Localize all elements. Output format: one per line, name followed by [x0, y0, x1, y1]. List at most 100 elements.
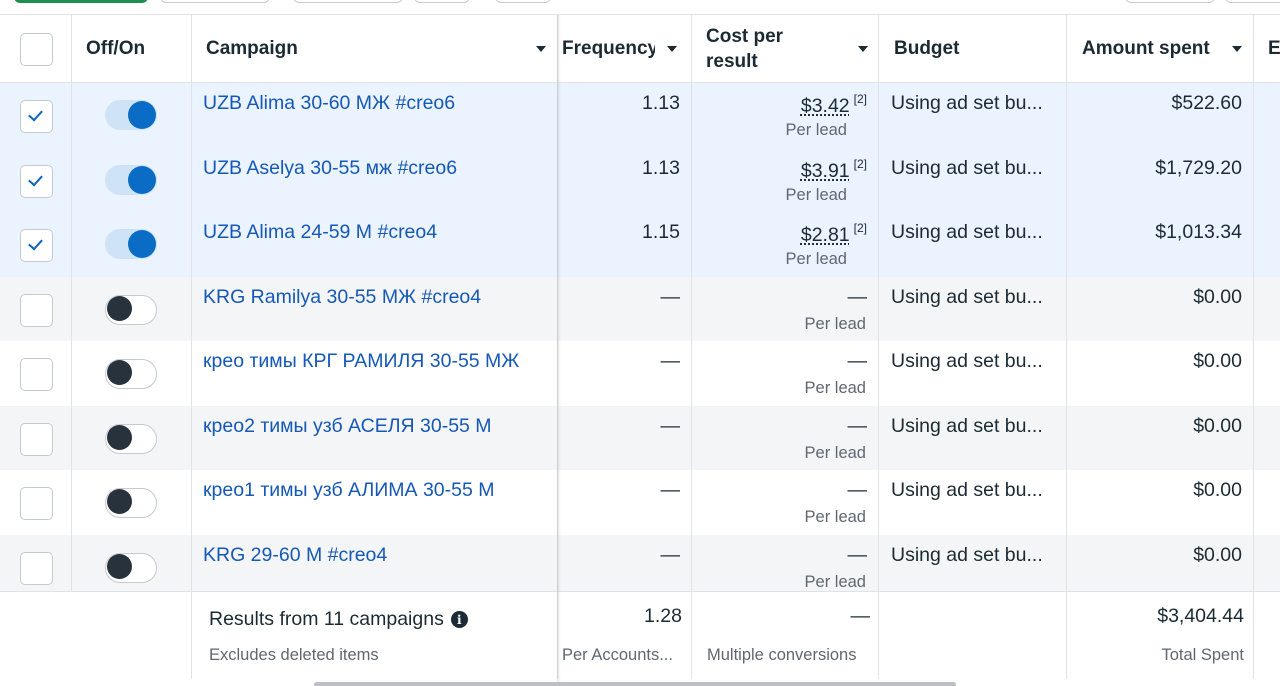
footer-frequency: 1.28	[644, 605, 682, 627]
toolbar-button[interactable]	[293, 0, 403, 3]
footnote-marker[interactable]: [2]	[853, 221, 867, 235]
table-row[interactable]: крео2 тимы узб АСЕЛЯ 30-55 М — — Per lead Us…	[0, 405, 1280, 470]
table-row[interactable]: KRG Ramilya 30-55 МЖ #creo4 — — Per lead Usi…	[0, 276, 1280, 341]
table-footer: Results from 11 campaigns i Excludes del…	[0, 591, 1280, 686]
cost-per-result-value: —	[847, 350, 868, 372]
campaign-name-link[interactable]: крео1 тимы узб АЛИМА 30-55 М	[203, 479, 495, 501]
amount-spent-value: $0.00	[1193, 350, 1242, 372]
frequency-value: —	[660, 350, 681, 372]
select-all-checkbox[interactable]	[19, 32, 53, 66]
per-lead-label: Per lead	[785, 250, 847, 268]
frequency-value: —	[660, 479, 681, 501]
header-campaign[interactable]: Campaign	[206, 15, 546, 83]
header-cost-label-1: Cost per	[706, 26, 784, 47]
footer-amount-sub: Total Spent	[1161, 646, 1244, 664]
frequency-value: 1.13	[642, 92, 680, 114]
header-cost-per-result[interactable]: Cost per result	[706, 15, 868, 83]
create-button[interactable]	[14, 0, 148, 3]
info-icon[interactable]: i	[450, 611, 468, 628]
cost-per-result-value: —	[847, 543, 868, 566]
amount-spent-value: $0.00	[1193, 414, 1242, 437]
table-row[interactable]: UZB Alima 30-60 МЖ #creo6 1.13 $3.42 [2] Per…	[0, 83, 1280, 148]
toolbar-button[interactable]	[1225, 0, 1280, 3]
footnote-marker[interactable]: [2]	[853, 92, 867, 106]
header-off-on: Off/On	[86, 15, 145, 83]
toolbar-button[interactable]	[495, 0, 551, 3]
table-row[interactable]: крео тимы КРГ РАМИЛЯ 30-55 МЖ — — Per lead U…	[0, 341, 1280, 406]
row-checkbox[interactable]	[20, 293, 53, 327]
toggle-knob	[107, 489, 132, 514]
row-checkbox[interactable]	[20, 164, 53, 198]
toggle-knob	[107, 295, 132, 321]
campaign-toggle[interactable]	[105, 552, 157, 583]
footer-cost-sub: Multiple conversions	[707, 646, 857, 664]
header-budget[interactable]: Budget	[894, 15, 959, 83]
header-budget-label: Budget	[894, 38, 960, 59]
campaign-toggle[interactable]	[105, 488, 157, 518]
sort-caret-icon[interactable]	[536, 46, 546, 52]
amount-spent-value: $0.00	[1193, 285, 1242, 308]
row-checkbox[interactable]	[20, 551, 53, 585]
header-amount-label: Amount spent	[1082, 38, 1210, 59]
table-row[interactable]: крео1 тимы узб АЛИМА 30-55 М — — Per lead Us…	[0, 470, 1280, 535]
budget-value: Using ad set bu...	[891, 350, 1043, 372]
horizontal-scrollbar[interactable]	[314, 682, 956, 686]
row-checkbox[interactable]	[20, 100, 53, 133]
toggle-knob	[107, 553, 132, 579]
column-divider	[1253, 15, 1254, 679]
row-checkbox[interactable]	[20, 422, 53, 456]
cost-per-result-value[interactable]: $2.81	[800, 224, 850, 246]
table-row[interactable]: UZB Aselya 30-55 мж #creo6 1.13 $3.91 [2] Pe…	[0, 147, 1280, 212]
toggle-knob	[107, 424, 132, 450]
header-frequency[interactable]: Frequency	[562, 15, 680, 83]
campaign-toggle[interactable]	[105, 100, 157, 130]
campaign-name-link[interactable]: крео2 тимы узб АСЕЛЯ 30-55 М	[203, 414, 492, 437]
campaign-name-link[interactable]: KRG Ramilya 30-55 МЖ #creo4	[203, 285, 482, 308]
frozen-column-shadow	[557, 15, 561, 686]
header-next-column[interactable]: E	[1268, 15, 1280, 83]
header-cost-label-2: result	[706, 51, 758, 72]
table-row[interactable]: UZB Alima 24-59 M #creo4 1.15 $2.81 [2] Per …	[0, 212, 1280, 277]
sort-caret-icon[interactable]	[667, 46, 677, 52]
footer-title-text: Results from 11 campaigns	[209, 608, 444, 630]
per-lead-label: Per lead	[785, 121, 847, 139]
footnote-marker[interactable]: [2]	[853, 156, 867, 171]
campaign-name-link[interactable]: UZB Alima 24-59 M #creo4	[203, 221, 438, 243]
per-lead-label: Per lead	[804, 379, 866, 397]
toolbar-button[interactable]	[160, 0, 270, 3]
amount-spent-value: $522.60	[1171, 92, 1243, 114]
frequency-value: 1.13	[642, 156, 680, 179]
cost-per-result-value[interactable]: $3.42	[800, 95, 850, 117]
campaign-toggle[interactable]	[105, 294, 157, 325]
table-header: Off/On Campaign Frequency Cost per resul…	[0, 15, 1280, 83]
campaign-name-link[interactable]: KRG 29-60 M #creo4	[203, 543, 388, 566]
toolbar-button[interactable]	[414, 0, 470, 3]
campaign-name-link[interactable]: UZB Alima 30-60 МЖ #creo6	[203, 92, 456, 114]
cost-per-result-value[interactable]: $3.91	[800, 159, 850, 182]
amount-spent-value: $0.00	[1193, 479, 1242, 501]
campaign-toggle[interactable]	[105, 229, 157, 259]
column-divider	[71, 15, 72, 591]
sort-caret-icon[interactable]	[858, 46, 868, 52]
budget-value: Using ad set bu...	[891, 543, 1043, 566]
toggle-knob	[128, 230, 156, 258]
row-checkbox[interactable]	[20, 229, 53, 262]
table-row[interactable]: KRG 29-60 M #creo4 — — Per lead Using ad set…	[0, 534, 1280, 599]
frequency-value: —	[660, 414, 681, 437]
budget-value: Using ad set bu...	[891, 221, 1043, 243]
campaign-name-link[interactable]: UZB Aselya 30-55 мж #creo6	[203, 156, 458, 179]
footer-cost: —	[850, 605, 871, 627]
toolbar-button[interactable]	[1125, 0, 1215, 3]
column-divider	[1066, 15, 1067, 679]
budget-value: Using ad set bu...	[891, 285, 1043, 308]
footer-subtitle: Excludes deleted items	[209, 646, 379, 664]
campaign-toggle[interactable]	[105, 423, 157, 454]
row-checkbox[interactable]	[20, 358, 53, 391]
header-select-all	[0, 15, 72, 83]
campaign-name-link[interactable]: крео тимы КРГ РАМИЛЯ 30-55 МЖ	[203, 350, 520, 372]
campaign-toggle[interactable]	[105, 359, 157, 389]
row-checkbox[interactable]	[20, 487, 53, 520]
header-amount-spent[interactable]: Amount spent	[1082, 15, 1242, 83]
campaign-toggle[interactable]	[105, 164, 157, 195]
sort-caret-icon[interactable]	[1232, 46, 1242, 52]
